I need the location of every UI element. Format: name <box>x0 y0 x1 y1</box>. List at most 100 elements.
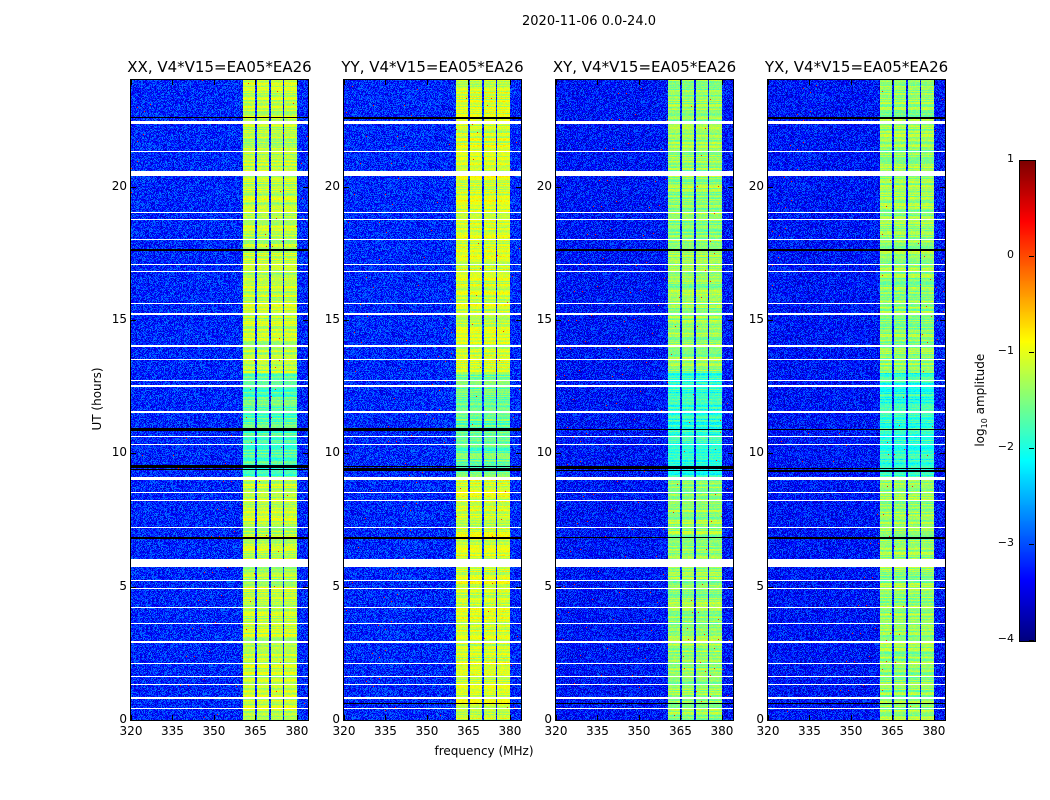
y-tick-label: 0 <box>756 712 764 726</box>
x-tick-mark <box>721 80 723 85</box>
colorbar-label-sub: 10 <box>980 418 990 429</box>
y-tick-mark <box>516 586 521 588</box>
x-tick-mark <box>509 80 511 85</box>
y-tick-mark <box>303 453 308 455</box>
y-tick-mark <box>516 320 521 321</box>
x-tick-label: 320 <box>119 724 143 738</box>
x-tick-mark <box>556 715 557 720</box>
x-tick-label: 380 <box>498 724 522 738</box>
colorbar-tick-label: −4 <box>997 632 1014 645</box>
y-tick-mark <box>344 720 349 721</box>
y-tick-mark <box>940 320 945 321</box>
heatmap-canvas <box>131 80 308 720</box>
colorbar-tick-label: 1 <box>1007 152 1014 165</box>
y-tick-label: 10 <box>536 445 552 460</box>
y-tick-mark <box>516 186 521 188</box>
x-tick-mark <box>680 80 682 85</box>
heatmap-panel <box>130 79 309 721</box>
colorbar-tick-mark <box>1029 448 1034 449</box>
x-tick-mark <box>509 715 511 720</box>
x-tick-mark <box>638 80 640 85</box>
y-tick-mark <box>940 453 945 455</box>
y-tick-mark <box>728 453 733 455</box>
x-tick-label: 335 <box>374 724 397 738</box>
x-tick-label: 320 <box>544 724 568 738</box>
x-tick-mark <box>597 715 599 720</box>
x-tick-label: 350 <box>627 724 651 738</box>
y-tick-mark <box>728 586 733 588</box>
colorbar <box>1019 160 1036 642</box>
x-tick-mark <box>638 715 640 720</box>
x-tick-mark <box>172 715 174 720</box>
y-tick-label: 15 <box>324 312 340 326</box>
y-tick-mark <box>131 586 136 588</box>
y-tick-mark <box>303 186 308 188</box>
x-tick-mark <box>809 80 811 85</box>
x-tick-mark <box>344 715 345 720</box>
x-tick-label: 365 <box>881 724 904 738</box>
heatmap-panel <box>767 79 946 721</box>
y-tick-label: 20 <box>111 178 127 193</box>
y-tick-mark <box>344 586 349 588</box>
x-tick-mark <box>213 715 215 720</box>
x-tick-label: 350 <box>415 724 439 738</box>
y-tick-label: 10 <box>111 445 127 460</box>
x-tick-label: 335 <box>586 724 609 738</box>
y-tick-mark <box>303 320 308 321</box>
x-tick-label: 365 <box>669 724 692 738</box>
y-tick-label: 20 <box>324 178 340 193</box>
x-tick-mark <box>468 715 470 720</box>
x-tick-mark <box>172 80 174 85</box>
y-tick-mark <box>344 186 349 188</box>
x-tick-mark <box>597 80 599 85</box>
y-tick-mark <box>768 586 773 588</box>
x-tick-mark <box>296 715 298 720</box>
x-tick-mark <box>933 80 935 85</box>
x-tick-mark <box>426 80 428 85</box>
x-tick-mark <box>892 80 894 85</box>
panel-title: YX, V4*V15=EA05*EA26 <box>764 58 949 76</box>
colorbar-tick-label: 0 <box>1007 248 1014 261</box>
y-tick-mark <box>131 720 136 721</box>
y-tick-label: 15 <box>536 312 552 326</box>
colorbar-tick-label: −1 <box>997 344 1014 357</box>
x-tick-mark <box>213 80 215 85</box>
x-tick-label: 335 <box>161 724 184 738</box>
x-tick-label: 350 <box>202 724 226 738</box>
y-tick-mark <box>556 320 561 321</box>
y-tick-mark <box>940 586 945 588</box>
x-tick-mark <box>768 715 769 720</box>
x-tick-mark <box>344 80 345 85</box>
colorbar-label-rest: amplitude <box>972 353 987 419</box>
y-axis-label: UT (hours) <box>90 367 104 431</box>
y-tick-label: 10 <box>324 445 340 460</box>
colorbar-tick-mark <box>1029 640 1034 641</box>
colorbar-tick-label: −3 <box>997 536 1014 549</box>
y-tick-mark <box>556 586 561 588</box>
x-tick-label: 320 <box>332 724 356 738</box>
figure-title: 2020-11-06 0.0-24.0 <box>522 14 656 29</box>
x-tick-mark <box>556 80 557 85</box>
heatmap-canvas <box>768 80 945 720</box>
x-tick-mark <box>385 715 387 720</box>
heatmap-panel <box>555 79 734 721</box>
x-tick-mark <box>385 80 387 85</box>
x-tick-label: 380 <box>922 724 946 738</box>
y-tick-mark <box>768 720 773 721</box>
x-tick-label: 350 <box>839 724 863 738</box>
x-tick-mark <box>255 80 257 85</box>
x-tick-mark <box>850 715 852 720</box>
y-tick-mark <box>344 320 349 321</box>
colorbar-tick-mark <box>1029 160 1034 161</box>
y-tick-mark <box>768 320 773 321</box>
y-tick-mark <box>940 720 945 721</box>
x-tick-mark <box>468 80 470 85</box>
y-tick-mark <box>516 720 521 721</box>
y-tick-mark <box>516 453 521 455</box>
y-tick-label: 5 <box>756 578 764 593</box>
y-tick-label: 15 <box>111 312 127 326</box>
x-tick-label: 335 <box>798 724 821 738</box>
x-tick-mark <box>721 715 723 720</box>
y-tick-label: 5 <box>332 578 340 593</box>
